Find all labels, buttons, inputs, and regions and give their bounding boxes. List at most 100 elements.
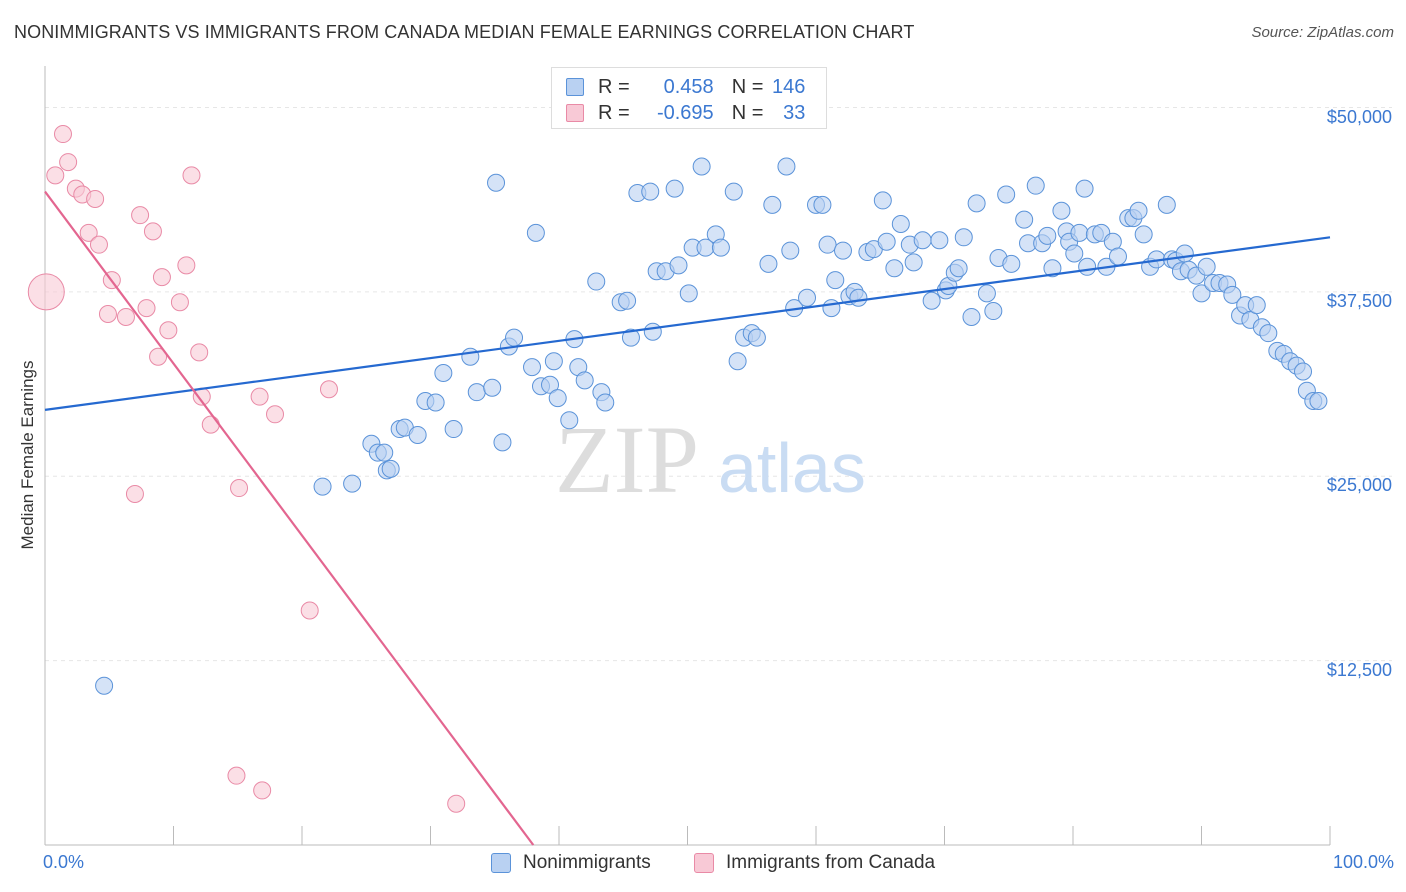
nonimmigrants-point	[954, 228, 973, 247]
nonimmigrants-point	[747, 328, 766, 347]
immigrants-from-canada-point	[447, 794, 466, 813]
immigrants-from-canada-point	[79, 223, 98, 242]
y-axis-label: Median Female Earnings	[18, 360, 37, 550]
chart-title: NONIMMIGRANTS VS IMMIGRANTS FROM CANADA …	[14, 22, 915, 42]
r-value-nonimmigrants: 0.458	[663, 75, 714, 98]
nonimmigrants-point	[763, 195, 782, 214]
nonimmigrants-point	[798, 288, 817, 307]
immigrants-from-canada-point	[59, 153, 78, 172]
nonimmigrants-point	[1015, 210, 1034, 229]
nonimmigrants-point	[962, 307, 981, 326]
nonimmigrants-point	[313, 477, 332, 496]
nonimmigrants-point	[1157, 195, 1176, 214]
immigrants-from-canada-point	[266, 405, 285, 424]
chart-source: Source: ZipAtlas.com	[1251, 24, 1394, 41]
nonimmigrants-point	[1247, 296, 1266, 315]
y-tick-label: $50,000	[1326, 106, 1392, 127]
immigrants-from-canada-point	[253, 781, 272, 800]
nonimmigrants-point	[1043, 259, 1062, 278]
y-tick-label: $12,500	[1326, 659, 1392, 680]
nonimmigrants-point	[587, 272, 606, 291]
trend-line-nonimmigrants	[44, 236, 1331, 411]
nonimmigrants-point	[461, 347, 480, 366]
r-value-immigrants-from-canada: -0.695	[656, 101, 714, 124]
nonimmigrants-point	[544, 352, 563, 371]
immigrants-from-canada-point	[230, 479, 249, 498]
nonimmigrants-point	[1223, 285, 1242, 304]
nonimmigrants-point	[724, 182, 743, 201]
nonimmigrants-point	[777, 157, 796, 176]
nonimmigrants-point	[849, 288, 868, 307]
immigrants-from-canada-point	[152, 268, 171, 287]
nonimmigrants-point	[822, 299, 841, 318]
nonimmigrants-point	[1075, 179, 1094, 198]
immigrants-from-canada-point	[86, 189, 105, 208]
nonimmigrants-point	[483, 378, 502, 397]
nonimmigrants-point	[813, 195, 832, 214]
nonimmigrants-point	[665, 179, 684, 198]
legend-label-immigrants-from-canada: Immigrants from Canada	[726, 852, 936, 873]
nonimmigrants-point	[548, 389, 567, 408]
nonimmigrants-point	[343, 474, 362, 493]
immigrants-from-canada-point	[125, 484, 144, 503]
nonimmigrants-point	[505, 328, 524, 347]
nonimmigrants-point	[444, 420, 463, 439]
nonimmigrants-point	[922, 291, 941, 310]
nonimmigrants-point	[711, 238, 730, 257]
immigrants-from-canada-point	[250, 387, 269, 406]
axes	[44, 66, 1331, 846]
nonimmigrants-point	[618, 291, 637, 310]
nonimmigrants-point	[1038, 226, 1057, 245]
nonimmigrants-point	[1197, 257, 1216, 276]
r-label: R =	[598, 101, 630, 124]
nonimmigrants-point	[891, 215, 910, 234]
x-tick-label-max: 100.0%	[1332, 852, 1394, 872]
legend-item-nonimmigrants[interactable]: Nonimmigrants	[491, 852, 651, 874]
nonimmigrants-point	[381, 459, 400, 478]
nonimmigrants-point	[1052, 201, 1071, 220]
immigrants-from-canada-point	[131, 206, 150, 225]
nonimmigrants-point	[1309, 392, 1328, 411]
immigrants-from-canada-point	[116, 307, 135, 326]
nonimmigrants-point	[885, 259, 904, 278]
nonimmigrants-point	[575, 371, 594, 390]
nonimmigrants-point	[1259, 324, 1278, 343]
immigrants-from-canada-point	[177, 256, 196, 275]
nonimmigrants-point	[526, 223, 545, 242]
nonimmigrants-point	[930, 231, 949, 250]
immigrants-from-canada-point	[159, 321, 178, 340]
nonimmigrants-point	[1070, 223, 1089, 242]
pink-swatch	[566, 104, 584, 122]
nonimmigrants-point	[877, 232, 896, 251]
nonimmigrants-point	[833, 241, 852, 260]
nonimmigrants-point	[1175, 244, 1194, 263]
nonimmigrants-point	[759, 254, 778, 273]
nonimmigrants-point	[95, 676, 114, 695]
immigrants-from-canada-point	[149, 347, 168, 366]
nonimmigrants-point	[873, 191, 892, 210]
series-immigrants-from-canada-points	[27, 125, 466, 813]
nonimmigrants-point	[487, 173, 506, 192]
immigrants-from-canada-point	[319, 380, 338, 399]
stats-row-nonimmigrants: R = 0.458 N = 146	[566, 75, 805, 99]
immigrants-from-canada-point	[98, 305, 117, 323]
watermark-zip: ZIP	[555, 406, 699, 513]
nonimmigrants-point	[467, 383, 486, 402]
nonimmigrants-point	[1134, 225, 1153, 244]
trend-line-immigrants-from-canada	[44, 190, 535, 846]
nonimmigrants-point	[1078, 257, 1097, 276]
legend-swatch-pink	[694, 853, 714, 873]
legend: Nonimmigrants Immigrants from Canada	[0, 852, 1406, 878]
legend-swatch-blue	[491, 853, 511, 873]
immigrants-from-canada-point	[182, 166, 201, 185]
n-value-nonimmigrants: 146	[772, 75, 806, 98]
nonimmigrants-point	[1192, 284, 1211, 303]
legend-item-immigrants-from-canada[interactable]: Immigrants from Canada	[694, 852, 935, 874]
n-label: N =	[731, 101, 764, 124]
nonimmigrants-point	[408, 425, 427, 444]
watermark-atlas: atlas	[718, 429, 866, 507]
gridlines	[45, 107, 1392, 662]
nonimmigrants-point	[1002, 254, 1021, 273]
nonimmigrants-point	[523, 358, 542, 377]
series-nonimmigrants-points	[95, 157, 1328, 695]
